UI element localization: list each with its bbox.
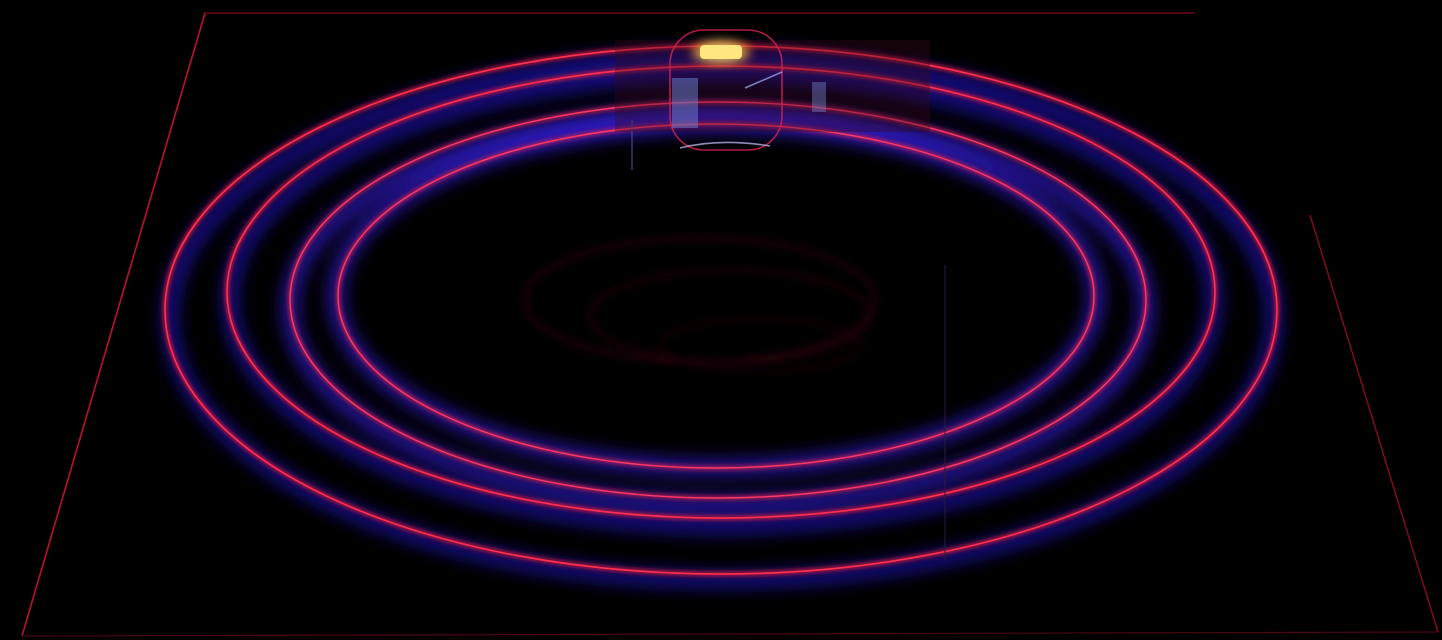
ring-third-core (289, 101, 1147, 499)
floor-outline (21, 12, 1439, 637)
ring-third (288, 100, 1148, 500)
faint-verticals (631, 120, 946, 560)
robot-trail-box (615, 40, 930, 132)
floor-edge-left (21, 12, 206, 637)
floor-edge-bottom (21, 631, 1439, 637)
lantern-robot (615, 29, 930, 151)
ring-glow-3 (284, 106, 1152, 510)
robot-body-glass (669, 29, 783, 151)
ring-glow-4 (330, 118, 1102, 474)
robot-inner-panel (672, 78, 698, 128)
floor-reflection (523, 236, 877, 373)
robot-front-edge (744, 71, 783, 89)
robot-side-panel (812, 82, 826, 112)
robot-lamp (700, 45, 742, 59)
reflection-ring-2 (588, 268, 872, 364)
robot-base-curve (679, 141, 771, 149)
ring-inner-core (337, 123, 1095, 469)
reflection-ring-3 (658, 317, 862, 373)
floor-edge-right (1309, 214, 1439, 633)
reflection-ring-1 (523, 236, 877, 364)
